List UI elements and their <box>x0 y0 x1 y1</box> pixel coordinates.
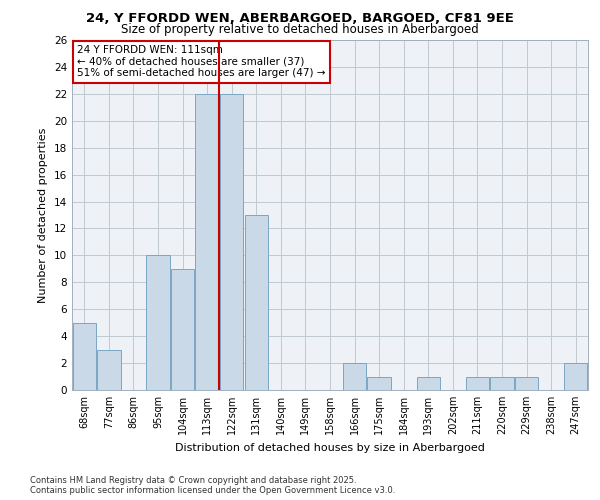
Bar <box>73 322 96 390</box>
Bar <box>515 376 538 390</box>
Bar <box>220 94 244 390</box>
Bar <box>343 363 366 390</box>
Bar <box>466 376 489 390</box>
Bar <box>245 215 268 390</box>
Text: Size of property relative to detached houses in Aberbargoed: Size of property relative to detached ho… <box>121 22 479 36</box>
Text: 24 Y FFORDD WEN: 111sqm
← 40% of detached houses are smaller (37)
51% of semi-de: 24 Y FFORDD WEN: 111sqm ← 40% of detache… <box>77 46 326 78</box>
Bar <box>171 269 194 390</box>
Bar <box>97 350 121 390</box>
Bar <box>367 376 391 390</box>
Text: 24, Y FFORDD WEN, ABERBARGOED, BARGOED, CF81 9EE: 24, Y FFORDD WEN, ABERBARGOED, BARGOED, … <box>86 12 514 26</box>
Text: Contains HM Land Registry data © Crown copyright and database right 2025.
Contai: Contains HM Land Registry data © Crown c… <box>30 476 395 495</box>
Bar <box>416 376 440 390</box>
Bar <box>490 376 514 390</box>
Bar <box>146 256 170 390</box>
Bar <box>564 363 587 390</box>
Bar <box>196 94 219 390</box>
X-axis label: Distribution of detached houses by size in Aberbargoed: Distribution of detached houses by size … <box>175 442 485 452</box>
Y-axis label: Number of detached properties: Number of detached properties <box>38 128 49 302</box>
